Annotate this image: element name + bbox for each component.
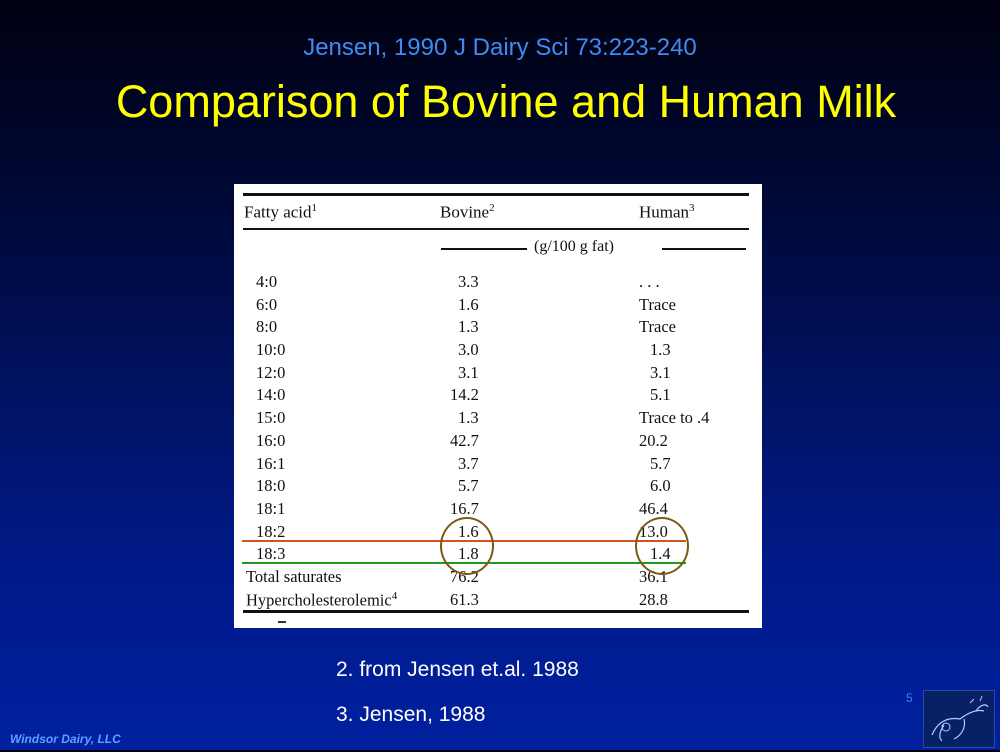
header-bovine: Bovine2 <box>440 202 495 222</box>
footnote-3: 3. Jensen, 1988 <box>336 703 486 726</box>
slide-title: Comparison of Bovine and Human Milk <box>115 76 897 127</box>
table-row: 8:0 1.3 Trace <box>234 317 762 340</box>
table-fragment-mark <box>278 621 286 623</box>
bovine-cell: 5.7 <box>458 476 479 496</box>
bovine-cell: 42.7 <box>450 430 479 450</box>
human-cell: Trace to .4 <box>639 408 710 428</box>
company-name: Windsor Dairy, LLC <box>10 732 121 746</box>
human-highlight-circle <box>635 517 689 575</box>
citation: Jensen, 1990 J Dairy Sci 73:223-240 <box>303 34 697 61</box>
table-row: 14:0 14.2 5.1 <box>234 385 762 408</box>
table-row: 6:0 1.6 Trace <box>234 295 762 318</box>
table-body: 4:0 3.3 . . . 6:0 1.6 Trace 8:0 1.3 Trace 10:0 3.0… <box>234 272 762 612</box>
table-row: 15:0 1.3 Trace to .4 <box>234 408 762 431</box>
bovine-cell: 3.7 <box>458 453 479 473</box>
footnote-2: 2. from Jensen et.al. 1988 <box>336 658 579 681</box>
table-row: Hypercholesterolemic4 61.3 28.8 <box>234 590 762 613</box>
bovine-cell: 14.2 <box>450 385 479 405</box>
fatty-acid-cell: 16:0 <box>256 430 286 450</box>
human-cell: . . . <box>639 272 660 291</box>
unit-line-right <box>662 248 746 250</box>
human-cell: 20.2 <box>639 430 668 450</box>
table-row: 18:1 16.7 46.4 <box>234 499 762 522</box>
table-row: 12:0 3.1 3.1 <box>234 363 762 386</box>
bovine-cell: 16.7 <box>450 498 479 518</box>
human-cell: Trace <box>639 317 676 337</box>
units-label: (g/100 g fat) <box>534 238 614 255</box>
bovine-cell: 3.0 <box>458 340 479 360</box>
table-row: 4:0 3.3 . . . <box>234 272 762 295</box>
human-cell: 1.3 <box>650 340 671 360</box>
bovine-cell: 1.3 <box>458 408 479 428</box>
unit-line-left <box>441 248 527 250</box>
table-top-rule <box>243 193 749 196</box>
fatty-acid-cell: 18:2 <box>256 521 286 541</box>
fatty-acid-cell: 10:0 <box>256 340 286 360</box>
bovine-cell: 61.3 <box>450 589 479 609</box>
human-cell: 5.7 <box>650 453 671 473</box>
fatty-acid-cell: 16:1 <box>256 453 286 473</box>
human-cell: 46.4 <box>639 498 668 518</box>
bovine-cell: 1.6 <box>458 294 479 314</box>
table-row: 18:0 5.7 6.0 <box>234 476 762 499</box>
fatty-acid-cell: 6:0 <box>256 294 278 314</box>
table-bottom-rule <box>243 610 749 613</box>
fatty-acid-cell: 18:0 <box>256 476 286 496</box>
human-cell: 28.8 <box>639 589 668 609</box>
bovine-highlight-circle <box>440 517 494 575</box>
table-row: 16:0 42.7 20.2 <box>234 431 762 454</box>
fatty-acid-table: Fatty acid1 Bovine2 Human3 (g/100 g fat)… <box>234 184 762 628</box>
table-header-rule <box>243 228 749 230</box>
table-row: 16:1 3.7 5.7 <box>234 454 762 477</box>
table-row: Total saturates 76.2 36.1 <box>234 567 762 590</box>
cow-sketch-icon <box>931 695 989 742</box>
fatty-acid-cell: 18:1 <box>256 498 286 518</box>
page-number: 5 <box>906 691 913 705</box>
human-cell: Trace <box>639 294 676 314</box>
header-fatty-acid: Fatty acid1 <box>244 202 318 222</box>
fatty-acid-cell: 4:0 <box>256 272 278 291</box>
human-cell: 3.1 <box>650 362 671 382</box>
header-human: Human3 <box>639 202 695 222</box>
bovine-cell: 1.3 <box>458 317 479 337</box>
fatty-acid-cell: Hypercholesterolemic4 <box>246 589 398 610</box>
human-cell: 5.1 <box>650 385 671 405</box>
fatty-acid-cell: 14:0 <box>256 385 286 405</box>
fatty-acid-cell: Total saturates <box>246 566 342 586</box>
fatty-acid-cell: 8:0 <box>256 317 278 337</box>
table-row: 10:0 3.0 1.3 <box>234 340 762 363</box>
logo <box>923 690 995 748</box>
fatty-acid-cell: 15:0 <box>256 408 286 428</box>
human-cell: 6.0 <box>650 476 671 496</box>
bovine-cell: 3.1 <box>458 362 479 382</box>
fatty-acid-cell: 18:3 <box>256 544 286 564</box>
bovine-cell: 3.3 <box>458 272 479 291</box>
fatty-acid-cell: 12:0 <box>256 362 286 382</box>
